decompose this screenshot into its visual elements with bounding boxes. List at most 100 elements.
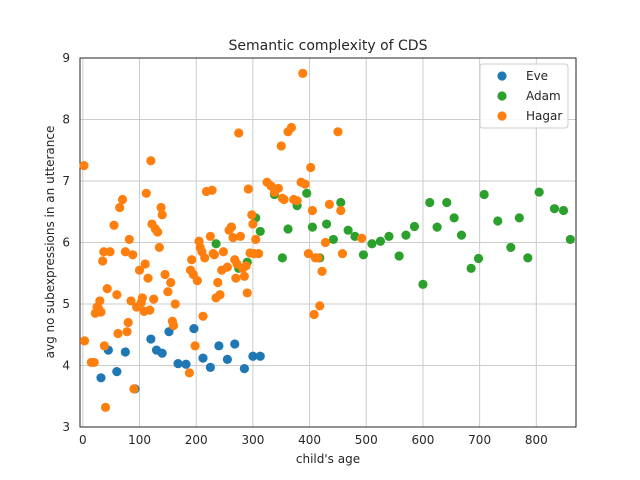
data-point-hagar xyxy=(333,127,343,137)
data-point-adam xyxy=(456,230,467,240)
data-point-hagar xyxy=(98,256,108,266)
data-point-hagar xyxy=(160,269,170,280)
data-point-hagar xyxy=(228,232,238,243)
data-point-hagar xyxy=(145,305,155,315)
data-point-adam xyxy=(442,197,452,208)
legend-label-adam: Adam xyxy=(526,89,561,103)
data-point-adam xyxy=(523,253,533,263)
x-tick-label: 400 xyxy=(298,433,321,447)
x-axis-label: child's age xyxy=(296,452,360,466)
data-point-adam xyxy=(409,221,420,232)
data-point-hagar xyxy=(141,188,151,198)
data-point-hagar xyxy=(163,287,173,297)
data-point-hagar xyxy=(140,259,150,269)
data-point-hagar xyxy=(122,327,132,337)
data-point-hagar xyxy=(113,328,123,339)
data-point-adam xyxy=(302,188,312,198)
data-point-hagar xyxy=(105,247,115,257)
data-point-hagar xyxy=(190,341,200,351)
data-point-hagar xyxy=(112,290,122,300)
data-point-adam xyxy=(418,279,428,289)
y-tick-label: 5 xyxy=(62,297,70,311)
data-point-hagar xyxy=(251,234,261,245)
data-point-hagar xyxy=(192,276,202,286)
data-point-adam xyxy=(321,219,332,229)
data-point-adam xyxy=(449,213,459,223)
data-point-eve xyxy=(157,348,167,358)
data-point-hagar xyxy=(276,141,286,151)
data-point-hagar xyxy=(336,205,346,216)
data-point-adam xyxy=(565,234,575,245)
data-point-eve xyxy=(222,354,232,364)
data-point-hagar xyxy=(306,162,316,173)
series-adam xyxy=(211,187,575,289)
data-point-adam xyxy=(367,239,377,249)
x-tick-label: 800 xyxy=(525,433,548,447)
y-tick-label: 6 xyxy=(62,236,70,250)
data-point-hagar xyxy=(129,384,139,394)
data-point-hagar xyxy=(298,68,308,78)
data-point-adam xyxy=(336,197,346,208)
data-point-adam xyxy=(473,253,484,264)
data-point-hagar xyxy=(241,261,251,271)
data-point-hagar xyxy=(209,250,219,260)
data-point-eve xyxy=(173,359,183,369)
data-point-eve xyxy=(96,373,106,383)
data-point-hagar xyxy=(128,250,138,260)
data-point-hagar xyxy=(120,247,130,257)
plot-frame xyxy=(79,57,577,428)
data-point-hagar xyxy=(126,296,136,306)
y-tick-label: 8 xyxy=(62,113,70,127)
data-point-hagar xyxy=(307,205,318,216)
data-point-hagar xyxy=(170,299,180,309)
data-point-hagar xyxy=(253,248,264,259)
data-point-hagar xyxy=(134,265,145,275)
data-point-adam xyxy=(425,197,435,208)
data-point-hagar xyxy=(117,194,128,205)
x-tick-label: 700 xyxy=(468,433,491,447)
legend-marker-hagar xyxy=(497,111,507,121)
data-point-hagar xyxy=(168,320,179,331)
data-point-eve xyxy=(146,334,156,344)
data-point-eve xyxy=(248,351,258,361)
data-point-adam xyxy=(358,250,369,260)
data-point-adam xyxy=(277,253,287,263)
data-point-hagar xyxy=(187,255,197,265)
data-point-hagar xyxy=(115,202,125,213)
data-point-hagar xyxy=(243,184,253,194)
data-point-hagar xyxy=(100,402,111,412)
data-point-hagar xyxy=(166,277,176,288)
data-point-adam xyxy=(534,187,544,197)
data-point-adam xyxy=(466,263,476,273)
y-tick-labels: 3 4 5 6 7 8 9 xyxy=(62,51,70,434)
x-tick-label: 500 xyxy=(355,433,378,447)
data-point-eve xyxy=(230,339,240,349)
data-point-hagar xyxy=(99,341,109,351)
chart-title: Semantic complexity of CDS xyxy=(229,38,428,54)
data-point-hagar xyxy=(95,296,105,306)
data-point-hagar xyxy=(79,336,90,346)
data-point-adam xyxy=(401,230,411,240)
data-point-eve xyxy=(181,359,191,369)
data-point-hagar xyxy=(156,202,166,213)
data-point-hagar xyxy=(315,301,325,311)
data-point-eve xyxy=(214,341,224,351)
data-point-adam xyxy=(506,242,516,253)
data-point-hagar xyxy=(109,220,119,230)
data-point-adam xyxy=(255,226,265,237)
data-point-hagar xyxy=(102,284,112,294)
data-point-adam xyxy=(307,222,318,232)
data-point-hagar xyxy=(149,294,159,304)
data-point-hagar xyxy=(154,242,164,253)
data-point-hagar xyxy=(279,194,289,205)
data-point-hagar xyxy=(218,247,229,257)
data-point-adam xyxy=(384,231,394,241)
data-point-hagar xyxy=(89,357,99,368)
data-point-hagar xyxy=(309,309,319,320)
data-point-eve xyxy=(205,362,215,372)
data-point-hagar xyxy=(324,199,335,209)
data-point-eve xyxy=(198,353,208,363)
data-point-hagar xyxy=(146,156,156,166)
data-point-hagar xyxy=(215,290,225,300)
